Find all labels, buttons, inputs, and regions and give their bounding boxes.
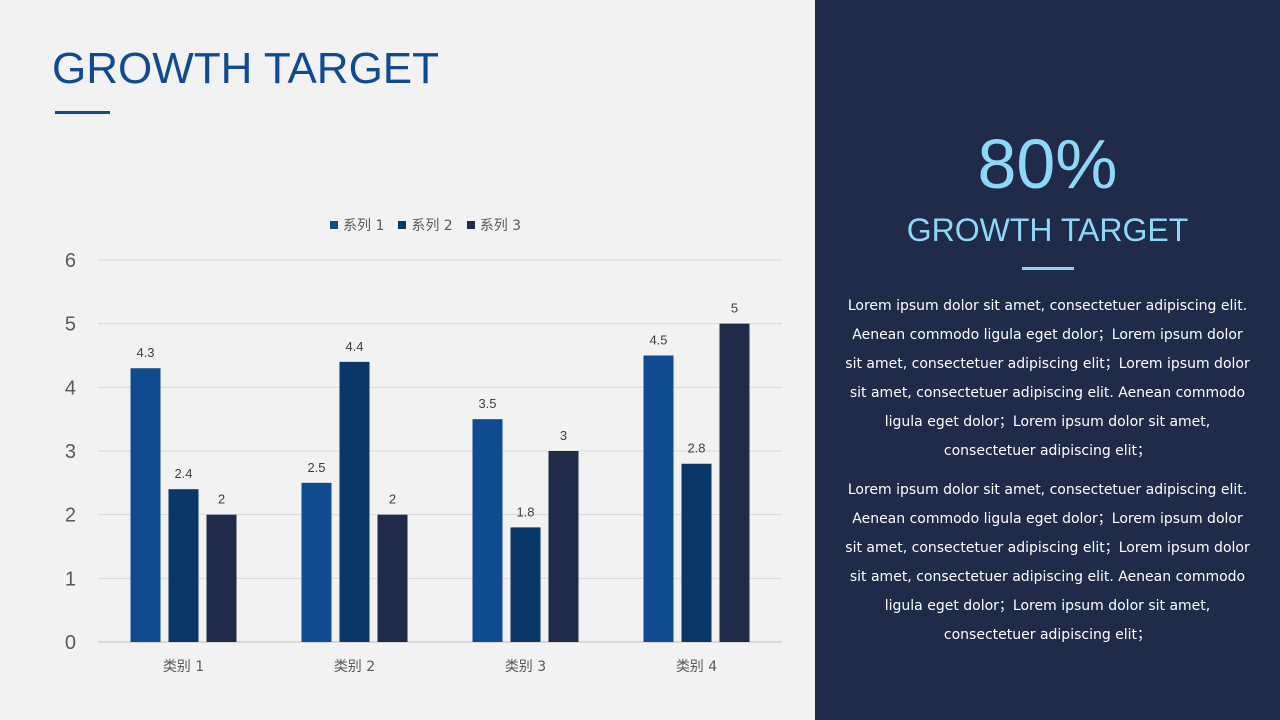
- chart-legend: 系列 1 系列 2 系列 3: [330, 215, 521, 235]
- legend-item-series-3: 系列 3: [466, 215, 522, 235]
- bar-chart: 0 1 2 3 4 5 6 4.3 2.4 2 类别 1 2.5 4.4 2 类别 2 3.5 1.8 3 类别 3…: [65, 250, 782, 675]
- page-title: GROWTH TARGET: [52, 44, 440, 93]
- y-tick-label: 4: [65, 377, 76, 399]
- bar: [339, 361, 370, 642]
- y-tick-label: 3: [65, 441, 76, 463]
- data-label: 3: [560, 428, 567, 443]
- data-label: 2.4: [174, 466, 192, 481]
- growth-percentage: 80%: [977, 125, 1118, 203]
- y-tick-label: 6: [65, 250, 76, 272]
- y-tick-label: 5: [65, 314, 76, 336]
- summary-panel: 80% GROWTH TARGET Lorem ipsum dolor sit …: [815, 0, 1280, 720]
- data-label: 2.8: [687, 441, 705, 456]
- data-label: 4.3: [136, 345, 154, 360]
- y-tick-label: 1: [65, 568, 76, 590]
- description-paragraph-2: Lorem ipsum dolor sit amet, consectetuer…: [845, 482, 1250, 643]
- y-tick-label: 2: [65, 505, 76, 527]
- legend-item-series-1: 系列 1: [330, 215, 384, 235]
- data-label: 4.4: [345, 339, 363, 354]
- legend-swatch-series-1: [330, 221, 338, 229]
- legend-label-series-1: 系列 1: [343, 218, 385, 234]
- growth-target-label: GROWTH TARGET: [906, 212, 1189, 248]
- bar: [681, 463, 712, 642]
- bar: [643, 355, 674, 642]
- bar: [548, 451, 579, 642]
- data-label: 5: [731, 301, 738, 316]
- data-label: 2: [389, 492, 396, 507]
- summary-underline: [1022, 267, 1074, 270]
- y-tick-label: 0: [65, 632, 76, 654]
- data-label: 4.5: [649, 333, 667, 348]
- data-label: 2: [218, 492, 225, 507]
- bar: [377, 514, 408, 642]
- title-underline: [55, 111, 110, 114]
- x-tick-label: 类别 3: [505, 659, 546, 675]
- data-label: 1.8: [516, 504, 534, 519]
- legend-swatch-series-2: [398, 221, 407, 229]
- description-paragraph-1: Lorem ipsum dolor sit amet, consectetuer…: [845, 298, 1250, 459]
- legend-label-series-3: 系列 3: [479, 218, 522, 234]
- bar: [130, 368, 161, 642]
- bar: [510, 527, 541, 642]
- bar: [168, 489, 199, 642]
- x-tick-label: 类别 2: [334, 659, 375, 675]
- x-tick-label: 类别 4: [676, 659, 717, 675]
- bar: [206, 514, 237, 642]
- legend-swatch-series-3: [466, 221, 475, 229]
- bar: [472, 419, 503, 642]
- bar: [719, 323, 750, 642]
- chart-panel: GROWTH TARGET 系列 1 系列 2 系列 3 0 1 2 3 4 5 6 4.3 2…: [52, 44, 782, 675]
- legend-label-series-2: 系列 2: [411, 218, 453, 234]
- legend-item-series-2: 系列 2: [398, 215, 453, 235]
- bar: [301, 482, 332, 642]
- data-label: 3.5: [478, 396, 496, 411]
- x-tick-label: 类别 1: [163, 659, 204, 675]
- data-label: 2.5: [307, 460, 325, 475]
